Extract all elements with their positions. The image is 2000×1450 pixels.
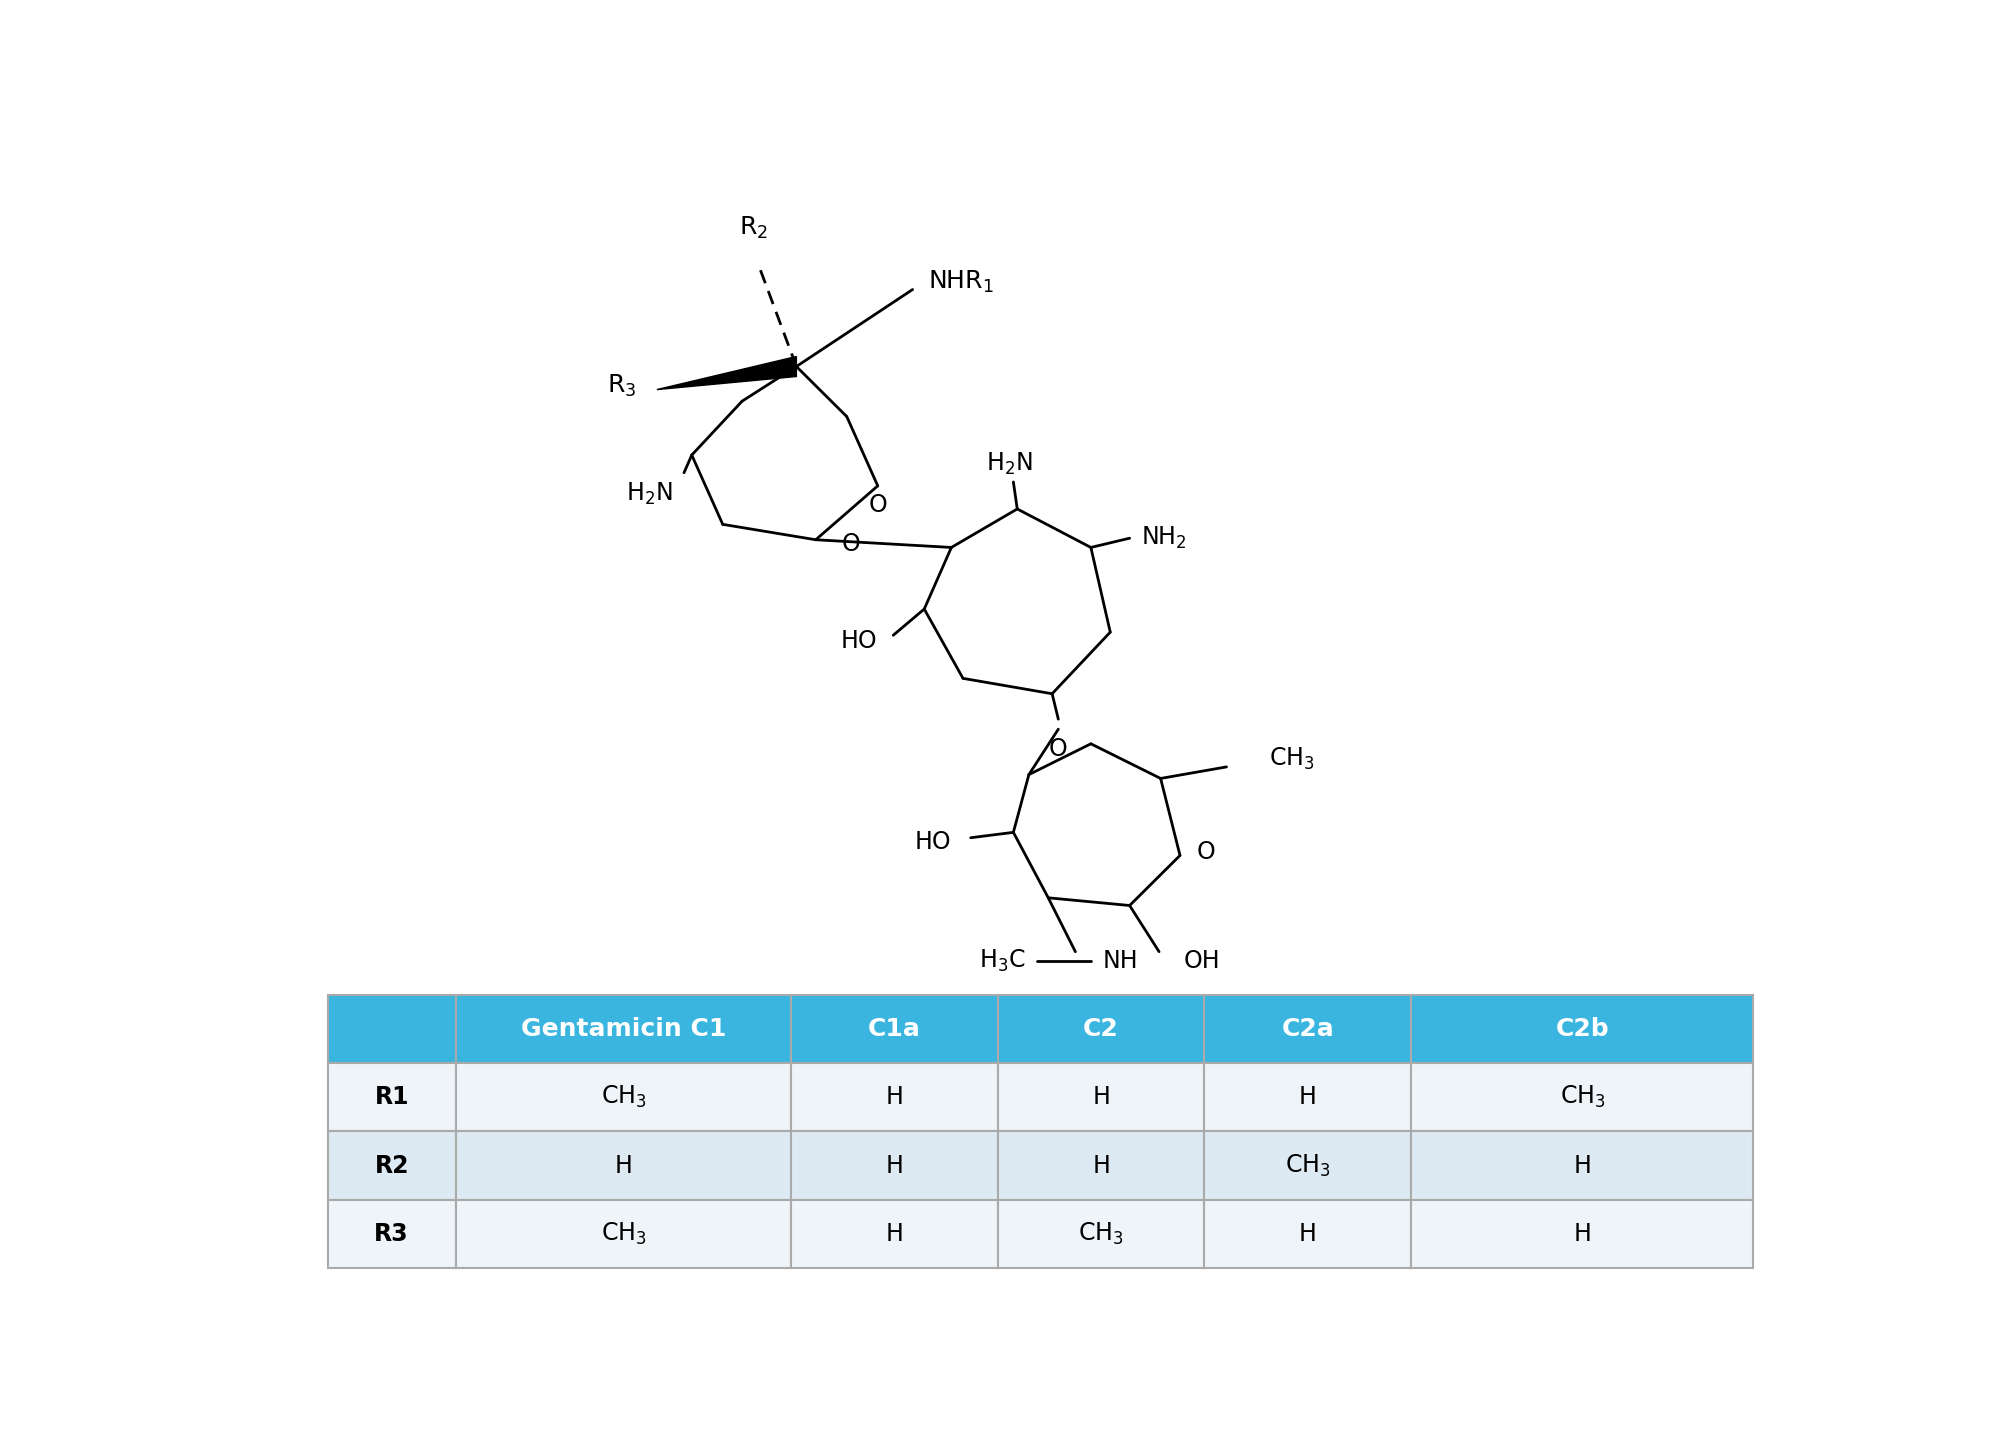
Text: OH: OH: [1184, 948, 1220, 973]
Text: H: H: [1574, 1222, 1592, 1246]
Text: H: H: [614, 1154, 632, 1177]
Bar: [456, 995, 790, 1063]
Text: CH$_3$: CH$_3$: [600, 1221, 646, 1247]
Text: R$_3$: R$_3$: [606, 373, 636, 399]
Text: R3: R3: [374, 1222, 408, 1246]
Text: CH$_3$: CH$_3$: [600, 1085, 646, 1111]
Text: NHR$_1$: NHR$_1$: [928, 268, 994, 294]
Text: O: O: [842, 532, 860, 555]
Bar: [1204, 1063, 1412, 1131]
Bar: [1204, 1131, 1412, 1199]
Bar: [1412, 1131, 1754, 1199]
Text: H: H: [1092, 1085, 1110, 1109]
Text: C1a: C1a: [868, 1016, 920, 1041]
Text: R2: R2: [374, 1154, 408, 1177]
Bar: [998, 995, 1204, 1063]
Text: Gentamicin C1: Gentamicin C1: [520, 1016, 726, 1041]
Bar: [790, 1131, 998, 1199]
Text: CH$_3$: CH$_3$: [1270, 747, 1314, 773]
Polygon shape: [656, 357, 796, 390]
Bar: [456, 1063, 790, 1131]
Bar: [328, 1063, 456, 1131]
Bar: [328, 995, 456, 1063]
Bar: [328, 1199, 456, 1269]
Bar: [1204, 1199, 1412, 1269]
Bar: [1204, 995, 1412, 1063]
Text: CH$_3$: CH$_3$: [1560, 1085, 1606, 1111]
Bar: [790, 995, 998, 1063]
Bar: [998, 1131, 1204, 1199]
Bar: [1412, 1063, 1754, 1131]
Text: HO: HO: [914, 829, 952, 854]
Text: H: H: [1298, 1222, 1316, 1246]
Bar: [328, 1131, 456, 1199]
Text: H: H: [1298, 1085, 1316, 1109]
Text: O: O: [1048, 737, 1068, 761]
Text: CH$_3$: CH$_3$: [1078, 1221, 1124, 1247]
Text: H$_2$N: H$_2$N: [986, 451, 1032, 477]
Text: C2: C2: [1084, 1016, 1118, 1041]
Text: O: O: [1198, 840, 1216, 864]
Bar: [1412, 1199, 1754, 1269]
Text: H: H: [886, 1085, 904, 1109]
Text: H: H: [886, 1154, 904, 1177]
Text: H: H: [1574, 1154, 1592, 1177]
Bar: [456, 1131, 790, 1199]
Bar: [790, 1063, 998, 1131]
Bar: [998, 1199, 1204, 1269]
Bar: [790, 1199, 998, 1269]
Text: H: H: [1092, 1154, 1110, 1177]
Bar: [998, 1063, 1204, 1131]
Text: CH$_3$: CH$_3$: [1286, 1153, 1330, 1179]
Bar: [456, 1199, 790, 1269]
Bar: [1412, 995, 1754, 1063]
Text: O: O: [868, 493, 888, 518]
Text: C2b: C2b: [1556, 1016, 1610, 1041]
Text: R1: R1: [374, 1085, 408, 1109]
Text: C2a: C2a: [1282, 1016, 1334, 1041]
Text: NH: NH: [1102, 948, 1138, 973]
Text: H$_2$N: H$_2$N: [626, 480, 672, 506]
Text: H$_3$C: H$_3$C: [978, 948, 1024, 974]
Text: R$_2$: R$_2$: [740, 215, 768, 241]
Text: NH$_2$: NH$_2$: [1142, 525, 1186, 551]
Text: H: H: [886, 1222, 904, 1246]
Text: HO: HO: [842, 629, 878, 654]
